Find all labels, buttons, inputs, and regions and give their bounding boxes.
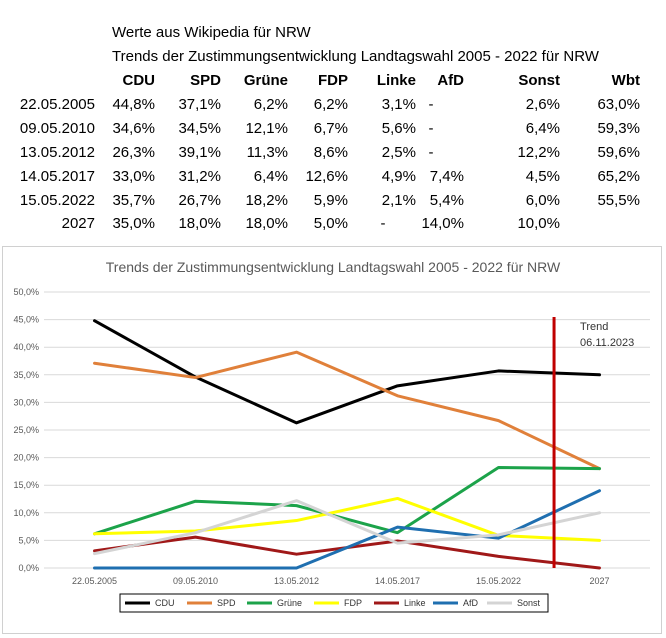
- table-cell: 18,2%: [245, 192, 288, 209]
- source-note: Werte aus Wikipedia für NRW: [112, 24, 311, 41]
- series-line-grüne: [93, 466, 601, 536]
- table-row-date: 2027: [61, 215, 95, 232]
- line-chart: Trends der Zustimmungsentwicklung Landta…: [13, 259, 650, 613]
- table-cell: 44,8%: [112, 96, 155, 113]
- page-title: Trends der Zustimmungsentwicklung Landta…: [112, 48, 599, 65]
- x-tick-label: 14.05.2017: [375, 576, 420, 586]
- chart-frame: [2, 246, 662, 634]
- table-cell: 34,5%: [178, 120, 221, 137]
- y-tick-label: 35,0%: [13, 370, 39, 380]
- legend-label: Grüne: [277, 598, 302, 608]
- y-tick-label: 0,0%: [18, 563, 39, 573]
- series-line-cdu: [93, 319, 601, 425]
- table-cell: 6,7%: [313, 120, 348, 137]
- table-cell: 59,3%: [597, 120, 640, 137]
- table-cell: 31,2%: [178, 168, 221, 185]
- table-cell: 5,9%: [313, 192, 348, 209]
- table-cell: 33,0%: [112, 168, 155, 185]
- table-header-cell: Linke: [376, 72, 416, 89]
- y-tick-label: 15,0%: [13, 480, 39, 490]
- table-cell: 37,1%: [178, 96, 221, 113]
- legend-label: CDU: [155, 598, 175, 608]
- table-cell: 35,0%: [112, 215, 155, 232]
- legend-label: SPD: [217, 598, 236, 608]
- table-header-cell: AfD: [437, 72, 464, 89]
- table-cell: 14,0%: [421, 215, 464, 232]
- trend-label: 06.11.2023: [580, 337, 634, 349]
- trend-label: Trend: [580, 321, 608, 333]
- table-cell: 12,2%: [517, 144, 560, 161]
- table-cell: 5,4%: [429, 192, 464, 209]
- table-cell: 55,5%: [597, 192, 640, 209]
- table-row-date: 22.05.2005: [19, 96, 95, 113]
- x-tick-label: 09.05.2010: [173, 576, 218, 586]
- table-cell: -: [428, 120, 434, 137]
- y-tick-label: 5,0%: [18, 535, 39, 545]
- y-tick-label: 45,0%: [13, 315, 39, 325]
- series-line-spd: [93, 350, 601, 471]
- table-cell: 6,0%: [525, 192, 560, 209]
- table-cell: 59,6%: [597, 144, 640, 161]
- legend-label: FDP: [344, 598, 362, 608]
- table-cell: 5,6%: [381, 120, 416, 137]
- table-cell: 4,9%: [381, 168, 416, 185]
- x-tick-label: 22.05.2005: [72, 576, 117, 586]
- table-cell: 39,1%: [178, 144, 221, 161]
- y-tick-label: 25,0%: [13, 425, 39, 435]
- table-cell: 11,3%: [246, 144, 288, 161]
- table-cell: 63,0%: [597, 96, 640, 113]
- table-cell: 4,5%: [525, 168, 560, 185]
- legend-label: Sonst: [517, 598, 541, 608]
- table-header-cell: Sonst: [518, 72, 560, 89]
- table-cell: 18,0%: [178, 215, 221, 232]
- table-header-cell: Grüne: [243, 72, 288, 89]
- table-cell: 3,1%: [381, 96, 416, 113]
- table-row-date: 15.05.2022: [19, 192, 95, 209]
- table-cell: 65,2%: [597, 168, 640, 185]
- table-cell: -: [380, 215, 386, 232]
- table-row-date: 13.05.2012: [19, 144, 95, 161]
- x-tick-label: 13.05.2012: [274, 576, 319, 586]
- table-cell: 12,6%: [305, 168, 348, 185]
- table-header-cell: SPD: [190, 72, 221, 89]
- table-cell: -: [428, 144, 434, 161]
- table-header-cell: Wbt: [611, 72, 640, 89]
- table-cell: 35,7%: [112, 192, 155, 209]
- table-cell: 6,4%: [525, 120, 560, 137]
- table-cell: 12,1%: [245, 120, 288, 137]
- series-line-linke: [93, 535, 601, 570]
- table-cell: 6,2%: [313, 96, 348, 113]
- table-row-date: 09.05.2010: [19, 120, 95, 137]
- table-cell: 2,6%: [525, 96, 560, 113]
- legend-label: AfD: [463, 598, 479, 608]
- series-line-sonst: [93, 499, 601, 556]
- y-tick-label: 20,0%: [13, 453, 39, 463]
- table-cell: 26,3%: [112, 144, 155, 161]
- table-cell: 7,4%: [429, 168, 464, 185]
- y-tick-label: 30,0%: [13, 397, 39, 407]
- x-tick-label: 15.05.2022: [476, 576, 521, 586]
- legend-label: Linke: [404, 598, 426, 608]
- chart-title: Trends der Zustimmungsentwicklung Landta…: [106, 259, 561, 275]
- table-cell: 2,1%: [381, 192, 416, 209]
- table-cell: 5,0%: [313, 215, 348, 232]
- table-cell: 6,4%: [253, 168, 288, 185]
- table-cell: 18,0%: [245, 215, 288, 232]
- table-row-date: 14.05.2017: [19, 168, 95, 185]
- table-cell: 2,5%: [381, 144, 416, 161]
- y-tick-label: 10,0%: [13, 508, 39, 518]
- x-tick-label: 2027: [589, 576, 609, 586]
- y-tick-label: 40,0%: [13, 342, 39, 352]
- table-header-cell: CDU: [122, 72, 156, 89]
- table-cell: 26,7%: [178, 192, 221, 209]
- table-cell: 6,2%: [253, 96, 288, 113]
- table-cell: 34,6%: [112, 120, 155, 137]
- table-cell: -: [428, 96, 434, 113]
- table-header-cell: FDP: [318, 72, 348, 89]
- table-cell: 10,0%: [517, 215, 560, 232]
- y-tick-label: 50,0%: [13, 287, 39, 297]
- table-cell: 8,6%: [313, 144, 348, 161]
- series-line-fdp: [93, 496, 601, 542]
